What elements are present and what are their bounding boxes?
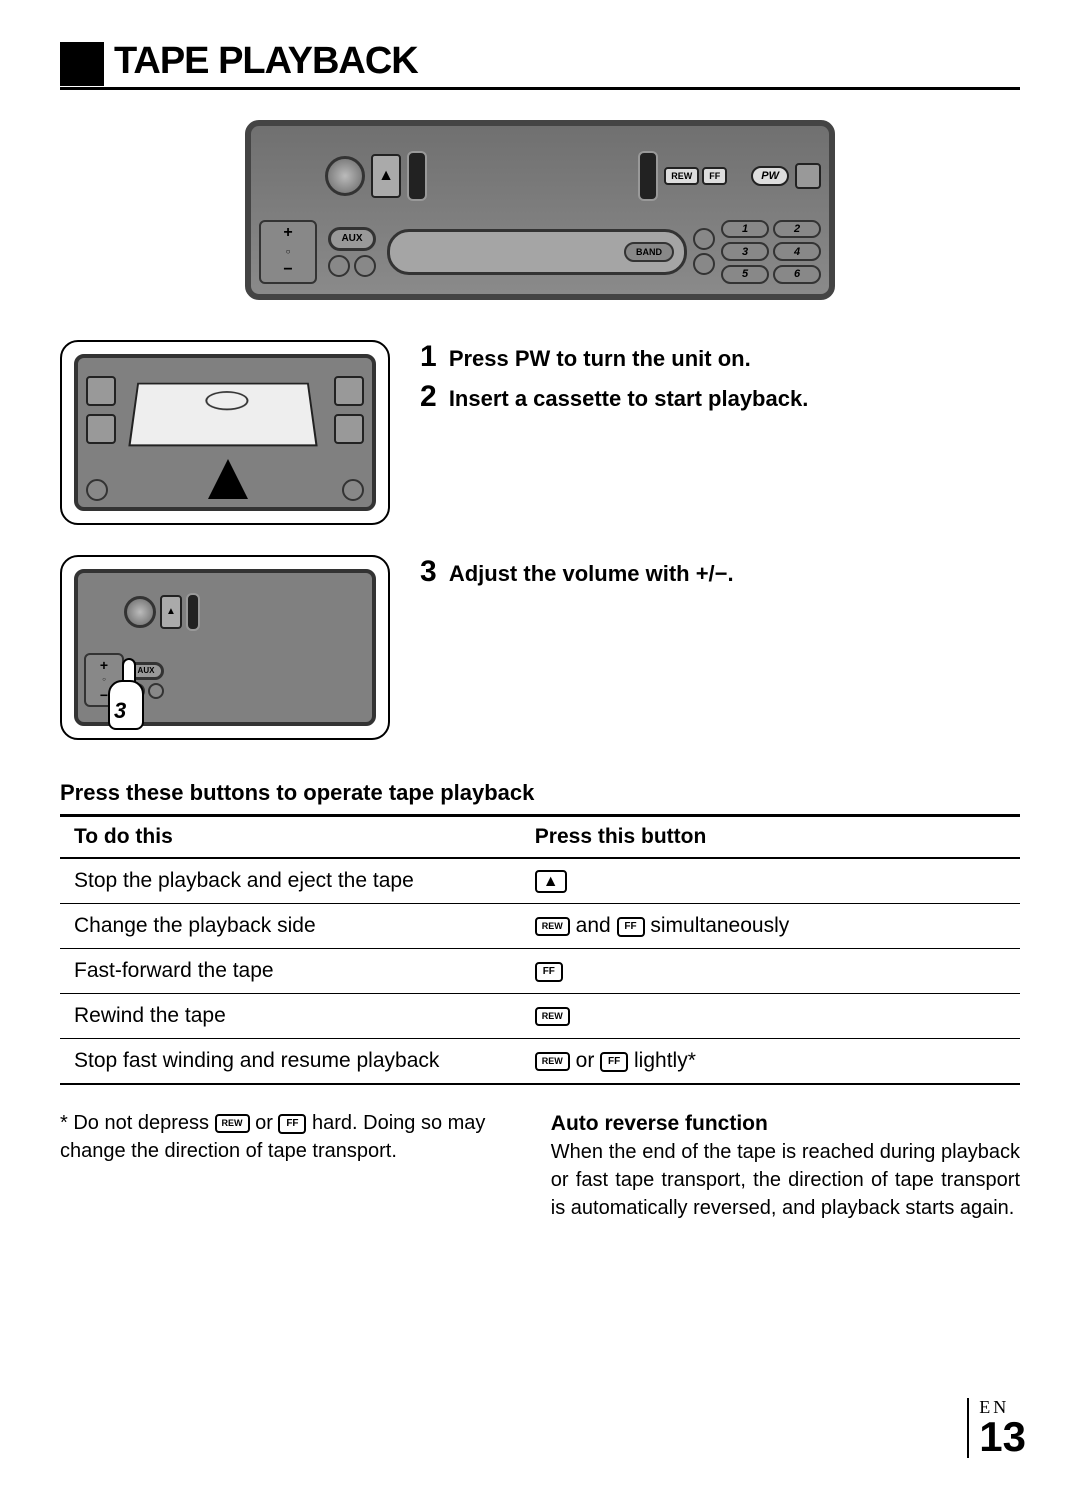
suffix-simul: simultaneously — [650, 914, 789, 937]
button-cell: REW or FF lightly* — [521, 1039, 1020, 1085]
main-unit-figure: ▲ REW FF PW + ○ − AUX BAND — [245, 120, 835, 300]
hand-number: 3 — [114, 698, 126, 724]
button-cell: REW and FF simultaneously — [521, 904, 1020, 949]
step-3-num: 3 — [420, 555, 437, 588]
preset-2: 2 — [773, 220, 821, 239]
button-cell: FF — [521, 949, 1020, 994]
action-cell: Rewind the tape — [60, 994, 521, 1039]
step-3-text-block: 3 Adjust the volume with +/−. — [420, 555, 1020, 740]
unit-bottom-row: + ○ − AUX BAND 1 2 3 4 5 6 — [259, 218, 821, 286]
small-button-1-icon — [328, 255, 350, 277]
small-button-3-icon — [693, 228, 715, 250]
insert-cassette-figure — [60, 340, 390, 525]
adjust-volume-figure: ▲ +○− AUX 3 — [60, 555, 390, 740]
band-button-icon: BAND — [624, 242, 674, 262]
preset-3: 3 — [721, 242, 769, 261]
page-title-row: TAPE PLAYBACK — [60, 40, 1020, 90]
eject-button-glyph: ▲ — [535, 870, 567, 893]
ff-button-icon: FF — [702, 167, 727, 185]
eject-small-icon: ▲ — [160, 595, 182, 629]
rew-button-glyph: REW — [535, 1052, 570, 1071]
table-header-button: Press this button — [521, 816, 1020, 859]
preset-buttons-icon: 1 2 3 4 5 6 — [721, 220, 821, 284]
small-button-4-icon — [693, 253, 715, 275]
rew-button-glyph: REW — [215, 1114, 250, 1133]
volume-knob-icon — [325, 156, 365, 196]
auto-reverse-block: Auto reverse function When the end of th… — [551, 1109, 1020, 1222]
step-3-row: ▲ +○− AUX 3 — [60, 555, 1020, 740]
knob-icon — [124, 596, 156, 628]
preset-5: 5 — [721, 265, 769, 284]
step-2-num: 2 — [420, 380, 437, 413]
unit-top-row: ▲ REW FF PW — [259, 134, 821, 218]
page-number-block: EN 13 — [967, 1398, 1026, 1458]
cassette-icon — [128, 383, 317, 447]
plus-label: + — [283, 224, 292, 242]
footnote-left: * Do not depress REW or FF hard. Doing s… — [60, 1109, 521, 1222]
table-row: Stop fast winding and resume playback RE… — [60, 1039, 1020, 1085]
table-row: Stop the playback and eject the tape ▲ — [60, 858, 1020, 904]
title-square-icon — [60, 42, 104, 86]
step-2: 2 Insert a cassette to start playback. — [420, 380, 1020, 414]
cassette-slot-right-icon — [638, 151, 658, 201]
step-1-text: Press PW to turn the unit on. — [449, 346, 751, 371]
action-cell: Stop the playback and eject the tape — [60, 858, 521, 904]
steps-1-2-text: 1 Press PW to turn the unit on. 2 Insert… — [420, 340, 1020, 525]
action-cell: Stop fast winding and resume playback — [60, 1039, 521, 1085]
table-row: Fast-forward the tape FF — [60, 949, 1020, 994]
steps-1-2-row: 1 Press PW to turn the unit on. 2 Insert… — [60, 340, 1020, 525]
cassette-slot-left-icon — [407, 151, 427, 201]
auto-reverse-title: Auto reverse function — [551, 1109, 1020, 1138]
ff-button-glyph: FF — [617, 917, 645, 937]
table-row: Change the playback side REW and FF simu… — [60, 904, 1020, 949]
action-cell: Fast-forward the tape — [60, 949, 521, 994]
ff-button-glyph: FF — [278, 1114, 306, 1134]
step-3-text: Adjust the volume with +/−. — [449, 561, 734, 586]
action-cell: Change the playback side — [60, 904, 521, 949]
display-panel-icon: BAND — [387, 229, 687, 275]
step-1: 1 Press PW to turn the unit on. — [420, 340, 1020, 374]
rew-button-glyph: REW — [535, 917, 570, 936]
rew-button-icon: REW — [664, 167, 699, 185]
joiner-or: or — [576, 1049, 601, 1072]
eject-glyph: ▲ — [378, 167, 394, 185]
footnote-mid: or — [255, 1112, 278, 1134]
eject-button-icon: ▲ — [371, 154, 401, 198]
hand-pointer-icon: 3 — [104, 658, 154, 730]
joiner-and: and — [576, 914, 617, 937]
auto-reverse-body: When the end of the tape is reached duri… — [551, 1138, 1020, 1222]
aux-button-icon: AUX — [328, 227, 376, 251]
step-2-text: Insert a cassette to start playback. — [449, 386, 809, 411]
table-header-action: To do this — [60, 816, 521, 859]
preset-6: 6 — [773, 265, 821, 284]
footnotes-row: * Do not depress REW or FF hard. Doing s… — [60, 1109, 1020, 1222]
suffix-lightly: lightly* — [634, 1049, 696, 1072]
preset-1: 1 — [721, 220, 769, 239]
button-cell: REW — [521, 994, 1020, 1039]
table-row: Rewind the tape REW — [60, 994, 1020, 1039]
operations-table: To do this Press this button Stop the pl… — [60, 814, 1020, 1085]
volume-control-icon: + ○ − — [259, 220, 317, 284]
step-1-num: 1 — [420, 340, 437, 373]
ff-button-glyph: FF — [535, 962, 563, 982]
small-button-2-icon — [354, 255, 376, 277]
rew-button-glyph: REW — [535, 1007, 570, 1026]
ff-button-glyph: FF — [600, 1052, 628, 1072]
pw-button-icon: PW — [751, 166, 789, 186]
release-button-icon — [795, 163, 821, 189]
minus-label: − — [283, 261, 292, 279]
step-3: 3 Adjust the volume with +/−. — [420, 555, 1020, 589]
page-title: TAPE PLAYBACK — [114, 40, 418, 87]
page-number: 13 — [979, 1416, 1026, 1458]
button-cell: ▲ — [521, 858, 1020, 904]
footnote-prefix: * Do not depress — [60, 1112, 215, 1134]
slot-small-icon — [186, 593, 200, 631]
operations-subheading: Press these buttons to operate tape play… — [60, 780, 1020, 806]
preset-4: 4 — [773, 242, 821, 261]
